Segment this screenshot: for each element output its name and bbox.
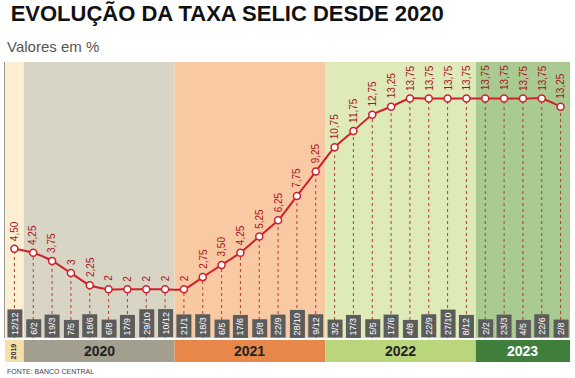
svg-text:28/10: 28/10 bbox=[292, 313, 302, 336]
svg-text:23/3: 23/3 bbox=[499, 318, 509, 336]
svg-text:10/12: 10/12 bbox=[161, 312, 171, 335]
svg-text:13,75: 13,75 bbox=[461, 65, 472, 90]
svg-text:2,75: 2,75 bbox=[198, 249, 209, 269]
svg-text:4,50: 4,50 bbox=[9, 221, 20, 241]
svg-text:6/8: 6/8 bbox=[104, 323, 114, 336]
svg-text:2022: 2022 bbox=[385, 343, 416, 359]
svg-text:13,25: 13,25 bbox=[386, 73, 397, 98]
svg-text:10,75: 10,75 bbox=[329, 114, 340, 139]
svg-text:13,75: 13,75 bbox=[443, 65, 454, 90]
svg-text:13,75: 13,75 bbox=[480, 65, 491, 90]
svg-text:17/9: 17/9 bbox=[122, 318, 132, 336]
svg-text:5/8: 5/8 bbox=[255, 322, 265, 335]
svg-text:2: 2 bbox=[141, 276, 152, 282]
svg-text:6/2: 6/2 bbox=[29, 322, 39, 335]
svg-text:2,25: 2,25 bbox=[85, 257, 96, 277]
svg-text:2: 2 bbox=[160, 275, 171, 281]
svg-text:5,25: 5,25 bbox=[254, 209, 265, 229]
svg-text:EVOLUÇÃO DA TAXA SELIC DESDE 2: EVOLUÇÃO DA TAXA SELIC DESDE 2020 bbox=[11, 1, 444, 26]
svg-text:13,75: 13,75 bbox=[499, 65, 510, 90]
svg-text:22/9: 22/9 bbox=[273, 318, 283, 336]
svg-text:2/8: 2/8 bbox=[556, 323, 566, 336]
svg-text:7,75: 7,75 bbox=[291, 168, 302, 188]
svg-text:17/3: 17/3 bbox=[348, 318, 358, 336]
svg-text:19/3: 19/3 bbox=[47, 318, 57, 336]
svg-text:4,25: 4,25 bbox=[27, 225, 38, 245]
svg-text:2021: 2021 bbox=[234, 343, 265, 359]
svg-text:2020: 2020 bbox=[84, 343, 115, 359]
svg-text:18/3: 18/3 bbox=[198, 317, 208, 335]
svg-text:3: 3 bbox=[66, 259, 77, 265]
svg-text:13,75: 13,75 bbox=[424, 65, 435, 90]
svg-text:9/12: 9/12 bbox=[311, 317, 321, 335]
svg-text:2: 2 bbox=[122, 276, 133, 282]
svg-text:2: 2 bbox=[179, 275, 190, 281]
svg-text:2019: 2019 bbox=[10, 344, 17, 360]
svg-text:6,25: 6,25 bbox=[273, 192, 284, 212]
svg-text:12/12: 12/12 bbox=[10, 312, 20, 335]
svg-text:13,25: 13,25 bbox=[555, 73, 566, 98]
svg-text:2023: 2023 bbox=[507, 343, 538, 359]
svg-text:22/9: 22/9 bbox=[424, 317, 434, 335]
svg-text:Valores em %: Valores em % bbox=[7, 38, 99, 55]
svg-text:17/6: 17/6 bbox=[235, 318, 245, 336]
svg-text:4/8: 4/8 bbox=[405, 323, 415, 336]
svg-text:21/1: 21/1 bbox=[179, 317, 189, 335]
svg-text:FONTE: BANCO CENTRAL: FONTE: BANCO CENTRAL bbox=[7, 368, 94, 375]
svg-text:7/5: 7/5 bbox=[66, 323, 76, 336]
svg-text:6/5: 6/5 bbox=[217, 323, 227, 336]
svg-text:9,25: 9,25 bbox=[310, 143, 321, 163]
svg-text:17/6: 17/6 bbox=[386, 318, 396, 336]
svg-text:4/5: 4/5 bbox=[518, 323, 528, 336]
svg-text:13,75: 13,75 bbox=[405, 65, 416, 90]
svg-text:12,75: 12,75 bbox=[367, 81, 378, 106]
svg-text:29/10: 29/10 bbox=[142, 312, 152, 335]
svg-text:13,75: 13,75 bbox=[518, 65, 529, 90]
svg-text:8/12: 8/12 bbox=[461, 318, 471, 336]
svg-text:3/2: 3/2 bbox=[330, 323, 340, 336]
svg-text:13,75: 13,75 bbox=[537, 65, 548, 90]
svg-text:4,25: 4,25 bbox=[235, 225, 246, 245]
svg-text:22/6: 22/6 bbox=[537, 317, 547, 335]
svg-text:27/10: 27/10 bbox=[443, 313, 453, 336]
svg-text:5/5: 5/5 bbox=[368, 322, 378, 335]
svg-text:3,75: 3,75 bbox=[46, 233, 57, 253]
svg-text:11,75: 11,75 bbox=[348, 98, 359, 123]
svg-text:2: 2 bbox=[103, 275, 114, 281]
svg-text:3,50: 3,50 bbox=[216, 237, 227, 257]
svg-text:2/2: 2/2 bbox=[481, 322, 491, 335]
svg-text:18/6: 18/6 bbox=[85, 317, 95, 335]
